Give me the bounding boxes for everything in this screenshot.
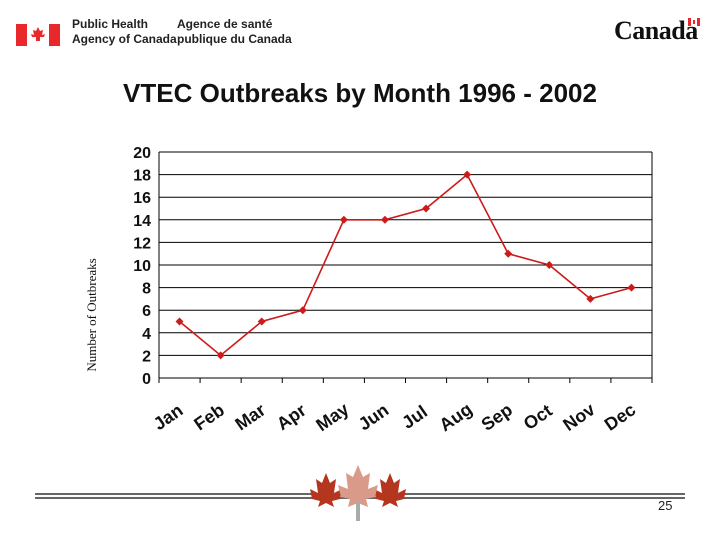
data-point (380, 215, 389, 224)
data-point (298, 306, 307, 315)
x-tick-label: Jan (150, 400, 187, 434)
canada-flag-icon (16, 24, 60, 46)
canada-wordmark: Canada (614, 16, 698, 45)
x-tick-label: Aug (436, 399, 476, 435)
x-tick-label: Oct (520, 400, 556, 434)
agency-name-french: Agence de santé publique du Canada (177, 17, 292, 47)
x-tick-label: Apr (273, 400, 310, 434)
y-tick-label: 12 (133, 235, 151, 252)
series-line (179, 173, 632, 357)
x-tick-label: Jul (398, 401, 431, 432)
data-point (504, 249, 513, 258)
x-tick-label: Feb (190, 400, 228, 435)
agency-fr-line1: Agence de santé (177, 17, 273, 31)
y-tick-label: 18 (133, 168, 151, 185)
data-point (545, 261, 554, 269)
agency-en-line2: Agency of Canada (72, 32, 177, 46)
y-axis-label: Number of Outbreaks (84, 258, 99, 371)
x-tick-label: Sep (478, 399, 517, 434)
agency-name-english: Public Health Agency of Canada (72, 17, 177, 47)
data-point (463, 170, 472, 179)
agency-fr-line2: publique du Canada (177, 32, 292, 46)
y-tick-label: 2 (142, 348, 151, 365)
page-number: 25 (658, 498, 673, 513)
y-tick-label: 10 (133, 258, 151, 275)
wordmark-flag-icon (688, 18, 700, 26)
y-tick-label: 6 (142, 303, 151, 320)
data-point (216, 351, 225, 360)
data-point (422, 204, 431, 213)
x-tick-label: Dec (601, 399, 640, 434)
agency-en-line1: Public Health (72, 17, 149, 31)
x-tick-label: Jun (355, 400, 393, 435)
x-tick-label: Nov (559, 399, 598, 435)
y-tick-label: 4 (142, 326, 151, 343)
x-tick-label: Mar (231, 400, 269, 435)
data-point (339, 215, 348, 224)
y-tick-label: 8 (142, 281, 151, 298)
data-point (627, 283, 636, 292)
x-tick-label: May (312, 399, 352, 435)
maple-leaf-logo-icon (310, 465, 406, 521)
data-point (586, 294, 595, 303)
slide-header: Public Health Agency of Canada Agence de… (0, 0, 720, 60)
y-tick-label: 16 (133, 190, 151, 207)
slide-title: VTEC Outbreaks by Month 1996 - 2002 (123, 78, 597, 108)
y-tick-label: 20 (133, 145, 151, 162)
line-chart: 0 2 4 6 8 10 12 14 16 18 20 Number of Outbreaks Jan F… (84, 145, 653, 435)
data-point (257, 317, 266, 326)
y-tick-label: 14 (133, 213, 151, 230)
y-tick-label: 0 (142, 371, 151, 388)
data-point (175, 317, 184, 326)
